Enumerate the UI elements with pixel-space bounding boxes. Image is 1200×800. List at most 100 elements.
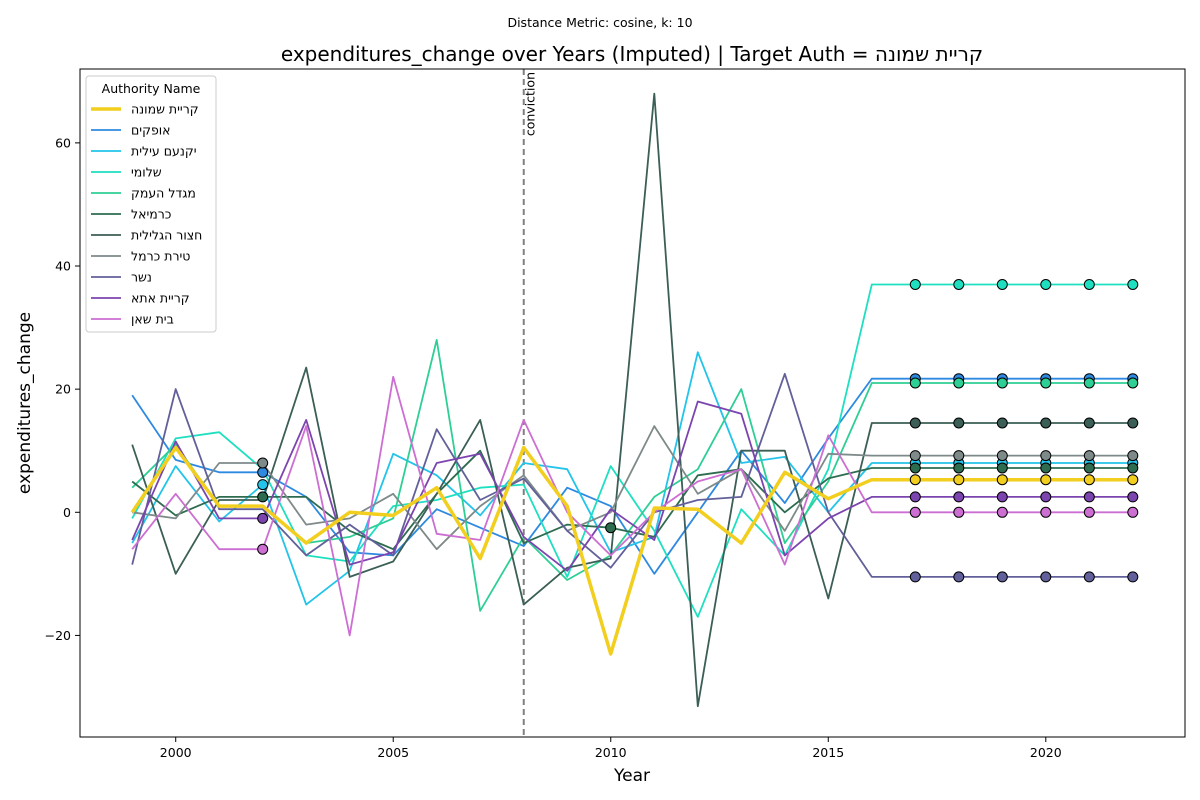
legend-label-7: טירת כרמל <box>131 249 190 264</box>
imputed-marker-0 <box>996 474 1008 486</box>
series-line-8 <box>131 372 1133 578</box>
imputed-marker-8 <box>1127 571 1139 583</box>
reference-line-layer: conviction <box>522 69 538 737</box>
legend-title: Authority Name <box>102 81 201 96</box>
x-axis: 2000 2005 2010 2015 2020 <box>160 737 1062 760</box>
x-tick-label: 2005 <box>377 745 409 760</box>
legend-label-4: מגדל העמק <box>131 186 196 201</box>
legend-label-2: יקנעם עילית <box>131 144 197 159</box>
legend: Authority Name קריית שמונה אופקים יקנעם עי… <box>85 75 217 333</box>
x-tick-label: 2020 <box>1030 745 1062 760</box>
imputed-marker-8 <box>996 571 1008 583</box>
chart-suptitle: Distance Metric: cosine, k: 10 <box>507 15 692 30</box>
y-axis-label: expenditures_change <box>15 312 35 494</box>
series-line-9 <box>131 400 1133 572</box>
imputed-marker-5 <box>605 522 617 534</box>
imputed-marker-5 <box>996 462 1008 474</box>
imputed-marker-9 <box>1083 491 1095 503</box>
imputed-marker-10 <box>909 506 921 518</box>
y-tick-label: 40 <box>55 259 71 274</box>
imputed-marker-0 <box>1127 474 1139 486</box>
legend-items: קריית שמונה אופקים יקנעם עילית שלומי מגדל הע… <box>91 102 202 327</box>
imputed-marker-4 <box>1040 377 1052 389</box>
imputed-marker-4 <box>1083 377 1095 389</box>
imputed-marker-3 <box>909 279 921 290</box>
imputed-marker-7 <box>953 450 965 462</box>
imputed-marker-6 <box>1127 417 1139 429</box>
imputed-marker-8 <box>1083 571 1095 583</box>
imputed-marker-3 <box>1083 279 1095 290</box>
y-tick-label: 20 <box>55 382 71 397</box>
imputed-marker-4 <box>909 377 921 389</box>
series-line-0 <box>130 445 1133 656</box>
imputed-marker-5 <box>953 462 965 474</box>
imputed-marker-6 <box>996 417 1008 429</box>
imputed-marker-4 <box>953 377 965 389</box>
legend-label-10: בית שאן <box>131 312 174 327</box>
imputed-marker-7 <box>909 450 921 462</box>
imputed-marker-3 <box>1040 279 1052 290</box>
imputed-marker-3 <box>953 279 965 290</box>
y-tick-label: −20 <box>45 628 71 643</box>
legend-label-1: אופקים <box>131 123 171 138</box>
y-axis: −20 0 20 40 60 <box>45 135 80 643</box>
imputed-marker-10 <box>257 543 269 555</box>
series-line-7 <box>132 425 1133 551</box>
chart-title: expenditures_change over Years (Imputed)… <box>281 42 983 66</box>
legend-label-5: כרמיאל <box>131 207 171 222</box>
imputed-marker-10 <box>1127 506 1139 518</box>
x-tick-label: 2000 <box>160 745 192 760</box>
imputed-marker-5 <box>1083 462 1095 474</box>
legend-label-8: נשר <box>131 270 152 285</box>
imputed-marker-4 <box>996 377 1008 389</box>
x-tick-label: 2015 <box>812 745 844 760</box>
plot-area: conviction <box>130 69 1139 737</box>
imputed-marker-5 <box>1127 462 1139 474</box>
x-tick-label: 2010 <box>595 745 627 760</box>
imputed-marker-10 <box>996 506 1008 518</box>
imputed-marker-9 <box>909 491 921 503</box>
imputed-marker-9 <box>953 491 965 503</box>
imputed-marker-5 <box>1040 462 1052 474</box>
imputed-marker-6 <box>909 417 921 429</box>
imputed-marker-0 <box>953 474 965 486</box>
series-line-3 <box>131 283 1133 618</box>
imputed-marker-9 <box>1040 491 1052 503</box>
legend-label-9: קריית אתא <box>131 291 190 306</box>
legend-label-3: שלומי <box>131 165 162 180</box>
imputed-marker-10 <box>953 506 965 518</box>
series-lines-layer <box>130 92 1133 708</box>
legend-box <box>85 75 217 333</box>
conviction-label: conviction <box>523 72 538 136</box>
imputed-marker-7 <box>257 457 269 469</box>
imputed-marker-0 <box>1040 474 1052 486</box>
plot-frame <box>79 68 1186 738</box>
imputed-marker-7 <box>996 450 1008 462</box>
imputed-marker-3 <box>1127 279 1139 290</box>
imputed-marker-2 <box>257 479 269 491</box>
imputed-marker-5 <box>257 491 269 503</box>
imputed-marker-8 <box>953 571 965 583</box>
series-line-2 <box>131 351 1133 606</box>
imputed-marker-6 <box>1083 417 1095 429</box>
series-line-5 <box>131 449 1133 551</box>
imputed-marker-10 <box>1083 506 1095 518</box>
imputed-marker-9 <box>996 491 1008 503</box>
imputed-marker-0 <box>1083 474 1095 486</box>
imputed-marker-8 <box>909 571 921 583</box>
imputed-marker-4 <box>1127 377 1139 389</box>
imputed-marker-6 <box>953 417 965 429</box>
imputed-marker-5 <box>909 462 921 474</box>
imputed-marker-10 <box>1040 506 1052 518</box>
legend-label-0: קריית שמונה <box>131 102 199 117</box>
y-tick-label: 60 <box>55 135 71 150</box>
imputed-marker-7 <box>1040 450 1052 462</box>
legend-label-6: חצור הגלילית <box>131 228 202 243</box>
imputed-marker-0 <box>909 474 921 486</box>
imputed-marker-9 <box>1127 491 1139 503</box>
imputed-marker-8 <box>1040 571 1052 583</box>
imputed-marker-7 <box>1083 450 1095 462</box>
imputed-marker-1 <box>257 466 269 478</box>
series-line-6 <box>131 92 1133 708</box>
